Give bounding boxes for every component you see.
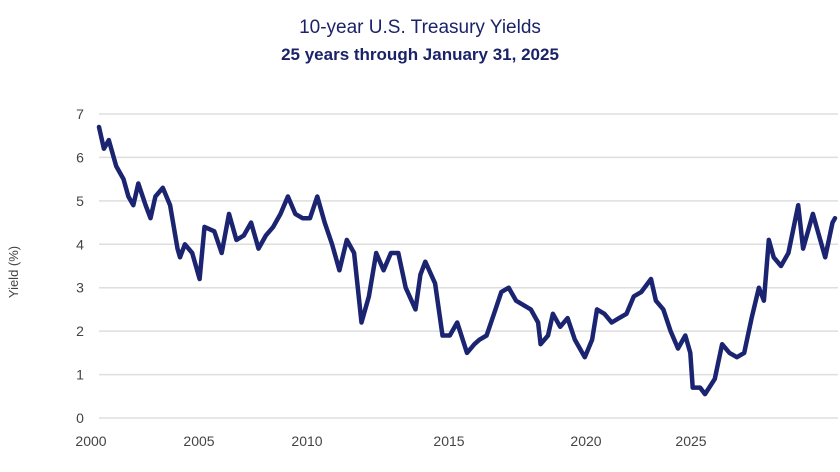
y-tick-label: 3 (76, 280, 84, 296)
y-tick-label: 0 (76, 410, 84, 426)
y-tick-label: 6 (76, 149, 84, 165)
y-tick-label: 7 (76, 106, 84, 122)
x-tick-label: 2000 (75, 433, 106, 449)
x-tick-label: 2010 (291, 433, 322, 449)
chart-subtitle: 25 years through January 31, 2025 (281, 45, 559, 64)
x-tick-label: 2005 (183, 433, 214, 449)
y-tick-label: 4 (76, 236, 84, 252)
series-line (96, 124, 838, 397)
chart-title: 10-year U.S. Treasury Yields (299, 17, 541, 38)
x-tick-label: 2020 (570, 433, 601, 449)
y-axis-label: Yield (%) (6, 246, 21, 298)
y-tick-label: 5 (76, 193, 84, 209)
x-tick-label: 2025 (675, 433, 706, 449)
x-tick-label: 2015 (433, 433, 464, 449)
y-tick-label: 2 (76, 323, 84, 339)
y-tick-label: 1 (76, 367, 84, 383)
